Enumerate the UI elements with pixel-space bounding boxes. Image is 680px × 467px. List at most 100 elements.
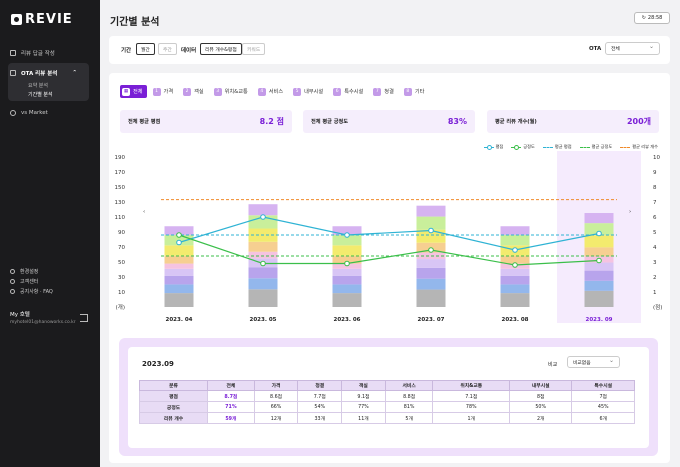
legend-positivity[interactable]: 긍정도 <box>511 144 535 150</box>
chevron-right-icon[interactable]: › <box>629 209 631 215</box>
sidebar-item-notice[interactable]: 공지사항 · FAQ <box>10 288 53 295</box>
tab-number-badge: 6 <box>333 87 342 96</box>
user-email: myhotel01@hanoworks.co.kr <box>10 320 76 325</box>
y-left-tick: 150 <box>115 185 126 191</box>
stat-avg-rating: 전체 평균 평점 8.2 점 <box>120 110 292 133</box>
table-row: 긍정도 71% 66% 54% 77% 81% 78% 50% 45% <box>138 401 635 413</box>
bar-segment <box>500 226 530 235</box>
tab-number-badge: 4 <box>257 87 266 96</box>
sidebar-item-settings[interactable]: 환경설정 <box>10 268 38 275</box>
bar-segment <box>500 293 530 307</box>
compare-select[interactable]: 비교없음 <box>567 356 620 368</box>
series-point <box>512 262 518 268</box>
sidebar-item-support[interactable]: 고객센터 <box>10 278 38 285</box>
bar-segment <box>332 293 362 307</box>
y-right-tick: 10 <box>653 155 660 161</box>
bar-segment <box>164 245 194 256</box>
x-tick-label: 2023. 04 <box>166 317 193 323</box>
table-cell: 6개 <box>571 412 635 424</box>
tab-6[interactable]: 6 특수시설 <box>331 85 367 98</box>
sidebar-item-ota-analysis[interactable]: OTA 리뷰 분석 ⌃ <box>10 69 77 77</box>
table-header-cell: 분류 <box>138 380 209 391</box>
table-cell: 45% <box>571 401 635 413</box>
bar-segment <box>416 267 446 279</box>
bar-segment <box>416 289 446 307</box>
series-point <box>428 247 434 253</box>
ota-label: OTA <box>589 46 602 52</box>
table-cell: 2개 <box>508 412 573 424</box>
gear-icon <box>10 269 15 274</box>
series-point <box>428 227 434 234</box>
table-cell: 5개 <box>384 412 434 424</box>
y-right-tick: 1 <box>653 290 657 296</box>
table-row-header: 리뷰 개수 <box>138 412 209 424</box>
series-point <box>596 230 602 237</box>
main-area: 기간별 분석 ↻ 28:58 기간 월간 주간 데이터 리뷰 개수&평점 키워드… <box>100 0 680 467</box>
series-line <box>178 234 600 266</box>
y-left-tick: 130 <box>115 200 126 206</box>
bar-segment <box>164 293 194 307</box>
bar-segment <box>164 255 194 264</box>
y-left-tick: 110 <box>115 215 126 221</box>
bar-segment <box>584 290 614 307</box>
x-tick-label: 2023. 07 <box>418 317 445 323</box>
detail-table: 분류 전체 가격 청결 객실 서비스 위치&교통 내부시설 특수시설 평점 8.7점 8.6점 7.7점… <box>138 380 635 424</box>
bar-segment <box>500 234 530 246</box>
series-point <box>344 260 350 267</box>
logout-icon[interactable] <box>80 314 88 322</box>
tab-4[interactable]: 4 서비스 <box>256 85 287 98</box>
sidebar-sub-summary[interactable]: 요약 분석 <box>28 83 48 89</box>
period-weekly-button[interactable]: 주간 <box>158 43 177 55</box>
bar-segment <box>248 289 278 307</box>
bar-segment <box>332 284 362 294</box>
chevron-left-icon[interactable]: ‹ <box>143 209 145 215</box>
ota-select[interactable]: 전체 <box>605 42 660 55</box>
sidebar-item-vs-market[interactable]: vs Market <box>10 110 48 116</box>
sidebar-sub-period[interactable]: 기간별 분석 <box>28 92 53 98</box>
data-count-rating-button[interactable]: 리뷰 개수&평점 <box>200 43 242 55</box>
tab-label: 위치&교통 <box>224 89 248 95</box>
bar-segment <box>332 226 362 235</box>
legend-avg-rating[interactable]: 평균 평점 <box>542 144 572 150</box>
tab-label: 객실 <box>194 89 204 95</box>
bar-segment <box>332 234 362 246</box>
y-left-tick: 190 <box>115 155 126 161</box>
legend-avg-count[interactable]: 평균 리뷰 개수 <box>620 144 658 150</box>
tab-1[interactable]: 1 가격 <box>151 85 178 98</box>
sidebar-item-reply[interactable]: 리뷰 답글 작성 <box>10 49 55 57</box>
tab-5[interactable]: 5 내부시설 <box>291 85 327 98</box>
tab-2[interactable]: 2 객실 <box>181 85 208 98</box>
tab-3[interactable]: 3 위치&교통 <box>212 85 252 98</box>
tab-8[interactable]: 8 기타 <box>402 85 429 98</box>
bar-segment <box>248 204 278 216</box>
period-chart: 190 170 150 130 110 90 70 50 30 10 (개) 10 9 8 7 6 5 4 3 2 1 (… <box>115 151 662 323</box>
stat-avg-positivity: 전체 평균 긍정도 83% <box>303 110 475 133</box>
bar-segment <box>584 280 614 291</box>
refresh-button[interactable]: ↻ 28:58 <box>634 12 670 24</box>
legend-rating[interactable]: 평점 <box>483 144 503 150</box>
pencil-icon <box>10 50 16 56</box>
x-tick-label: 2023. 05 <box>250 317 277 323</box>
period-monthly-button[interactable]: 월간 <box>136 43 155 55</box>
x-tick-label: 2023. 06 <box>334 317 361 323</box>
tab-label: 특수시설 <box>344 89 364 95</box>
y-left-tick: 30 <box>118 275 125 281</box>
legend-avg-positivity[interactable]: 평균 긍정도 <box>579 144 612 150</box>
tab-7[interactable]: 7 청결 <box>371 85 398 98</box>
table-cell: 11개 <box>341 412 386 424</box>
detail-title: 2023.09 <box>142 360 174 368</box>
table-header-cell: 내부시설 <box>508 380 573 391</box>
tab-0[interactable]: ▦ 전체 <box>120 85 147 98</box>
refresh-icon: ↻ <box>641 15 646 21</box>
table-cell: 78% <box>432 401 510 413</box>
bar-segment <box>584 223 614 236</box>
bar-segment <box>416 229 446 243</box>
table-cell: 8.7점 <box>207 390 255 402</box>
app-logo[interactable]: REVIE <box>11 12 73 27</box>
y-right-tick: 9 <box>653 170 657 176</box>
series-line <box>178 216 600 251</box>
data-keyword-button[interactable]: 키워드 <box>242 43 266 55</box>
series-point <box>260 260 266 267</box>
x-tick-label: 2023. 09 <box>586 317 613 323</box>
bar-segment <box>584 213 614 224</box>
